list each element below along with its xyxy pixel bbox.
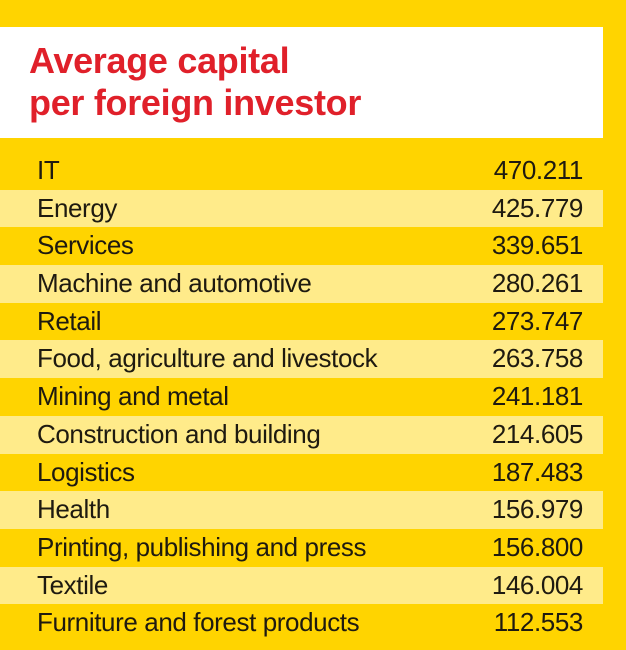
table-row: Machine and automotive 280.261 bbox=[0, 265, 603, 303]
row-label: Furniture and forest products bbox=[37, 607, 360, 638]
table-row: Retail 273.747 bbox=[0, 303, 603, 341]
row-value: 156.800 bbox=[491, 531, 584, 562]
chart-title-line-2: per foreign investor bbox=[29, 82, 362, 123]
table-row: Services 339.651 bbox=[0, 227, 603, 265]
title-box: Average capital per foreign investor bbox=[0, 27, 603, 138]
row-value: 425.779 bbox=[491, 192, 584, 223]
row-value: 339.651 bbox=[491, 230, 584, 261]
row-label: Retail bbox=[37, 305, 102, 336]
table-row: Logistics 187.483 bbox=[0, 454, 603, 492]
row-value: 156.979 bbox=[491, 494, 584, 525]
row-value: 280.261 bbox=[491, 268, 584, 299]
table-row: IT 470.211 bbox=[0, 152, 603, 190]
table-row: Printing, publishing and press 156.800 bbox=[0, 529, 603, 567]
row-label: Textile bbox=[37, 569, 108, 600]
table-row: Mining and metal 241.181 bbox=[0, 378, 603, 416]
row-value: 146.004 bbox=[491, 569, 584, 600]
row-label: Logistics bbox=[37, 456, 135, 487]
table-row: Furniture and forest products 112.553 bbox=[0, 604, 603, 642]
table-row: Health 156.979 bbox=[0, 491, 603, 529]
row-label: Printing, publishing and press bbox=[37, 531, 367, 562]
row-label: Energy bbox=[37, 192, 117, 223]
row-value: 112.553 bbox=[493, 607, 584, 638]
row-label: IT bbox=[37, 155, 60, 185]
row-label: Health bbox=[37, 494, 110, 525]
row-value: 273.747 bbox=[491, 305, 584, 336]
row-label: Construction and building bbox=[37, 418, 321, 449]
table-row: Textile 146.004 bbox=[0, 566, 603, 605]
row-label: Services bbox=[37, 230, 134, 261]
row-value: 241.181 bbox=[491, 381, 584, 412]
row-label: Food, agriculture and livestock bbox=[37, 343, 378, 374]
row-label: Machine and automotive bbox=[37, 268, 312, 299]
row-value: 470.211 bbox=[493, 155, 584, 185]
data-table: IT 470.211 Energy 425.779 Services 339.6… bbox=[0, 152, 603, 642]
table-row: Energy 425.779 bbox=[0, 189, 603, 228]
table-row: Food, agriculture and livestock 263.758 bbox=[0, 340, 603, 379]
chart-title-line-1: Average capital bbox=[29, 40, 290, 81]
table-row: Construction and building 214.605 bbox=[0, 415, 603, 454]
row-value: 263.758 bbox=[491, 343, 584, 374]
row-value: 214.605 bbox=[491, 418, 584, 449]
row-label: Mining and metal bbox=[37, 381, 229, 412]
row-value: 187.483 bbox=[491, 456, 584, 487]
